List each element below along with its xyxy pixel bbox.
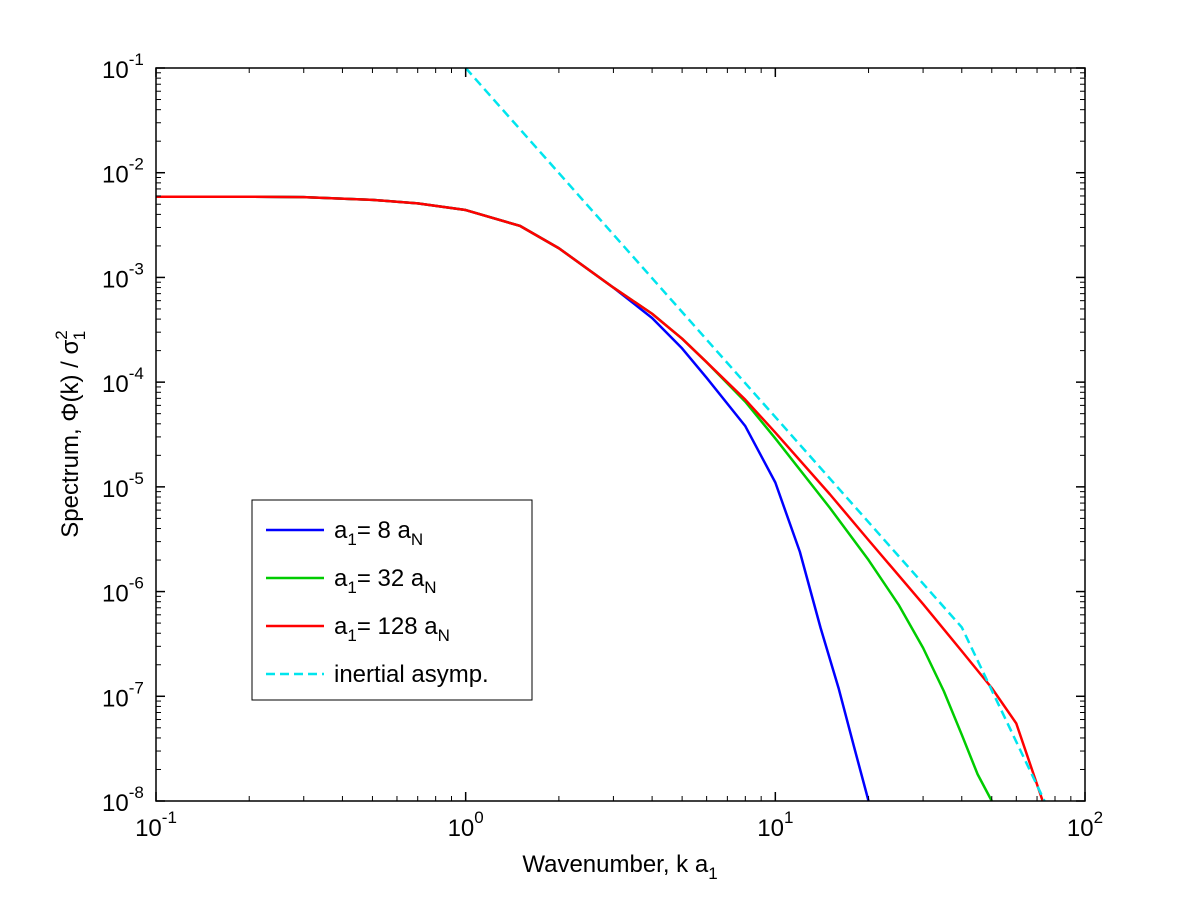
series-line-1 [156,195,870,802]
y-tick-label: 10-3 [102,259,144,293]
y-tick-label: 10-6 [102,574,144,608]
x-tick-label: 100 [448,808,484,842]
legend-entries: a1= 8 aN a1= 32 aN a1= 128 aN inertial asym… [266,517,489,688]
x-tick-label: 102 [1067,808,1103,842]
y-tick-label: 10-1 [102,50,144,84]
y-tick-label: 10-5 [102,469,144,503]
plot-frame [155,67,1086,802]
x-tick-label: 10-1 [135,808,177,842]
y-tick-label: 10-4 [102,364,144,398]
y-axis-label: Spectrum, Φ(k) / σ21 [52,330,89,537]
series-line-4 [464,67,1046,802]
y-ticks: 10-8 10-7 10-6 10-5 10-4 10-3 10-2 10-1 [102,50,1085,817]
legend-label-1: a1= 8 aN [334,517,423,549]
legend-label-4: inertial asymp. [334,661,489,688]
series-line-2 [156,195,993,802]
legend: a1= 8 aN a1= 32 aN a1= 128 aN inertial asym… [251,499,533,701]
legend-label-3: a1= 128 aN [334,613,450,645]
y-tick-label: 10-2 [102,155,144,189]
x-tick-label: 101 [757,808,793,842]
x-axis-label: Wavenumber, k a1 [522,851,717,883]
x-ticks: 10-1 100 101 102 [135,68,1103,842]
y-tick-label: 10-8 [102,783,144,817]
curves [156,67,1046,802]
series-line-3 [156,195,1044,802]
legend-box [251,499,533,701]
legend-label-2: a1= 32 aN [334,565,437,597]
y-tick-label: 10-7 [102,678,144,712]
